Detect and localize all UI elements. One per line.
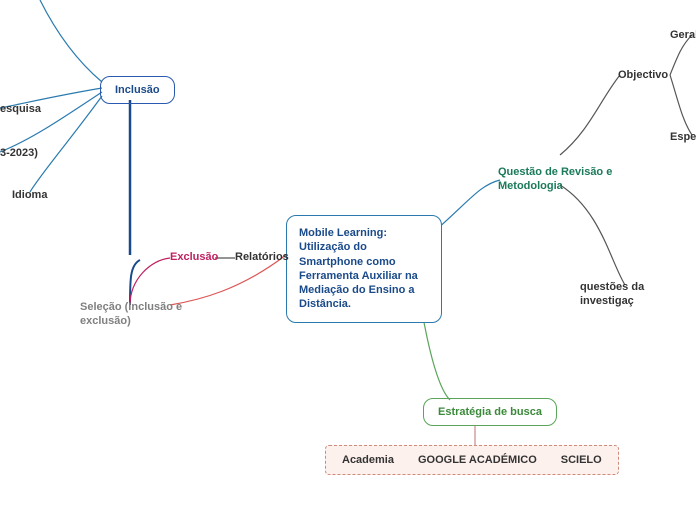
node-estrategia: Estratégia de busca bbox=[423, 398, 557, 426]
node-relatorios: Relatórios bbox=[235, 250, 289, 264]
node-selecao: Seleção (Inclusão e exclusão) bbox=[80, 300, 200, 329]
node-academia: Academia bbox=[342, 454, 394, 466]
node-inclusao: Inclusão bbox=[100, 76, 175, 104]
node-objectivo: Objectivo bbox=[618, 68, 668, 82]
center-node: Mobile Learning: Utilização do Smartphon… bbox=[286, 215, 442, 323]
node-especifico: Espec bbox=[670, 130, 696, 144]
node-investigacao: questões da investigaç bbox=[580, 280, 696, 309]
node-periodo: 3-2023) bbox=[0, 146, 38, 160]
strategy-sources: Academia GOOGLE ACADÉMICO SCIELO bbox=[325, 445, 619, 475]
node-geral: Geral bbox=[670, 28, 696, 42]
node-scielo: SCIELO bbox=[561, 454, 602, 466]
node-google: GOOGLE ACADÉMICO bbox=[418, 454, 537, 466]
node-questao: Questão de Revisão e Metodologia bbox=[498, 165, 618, 194]
node-exclusao: Exclusão bbox=[170, 250, 218, 264]
node-idioma: Idioma bbox=[12, 188, 47, 202]
node-pesquisa: esquisa bbox=[0, 102, 41, 116]
